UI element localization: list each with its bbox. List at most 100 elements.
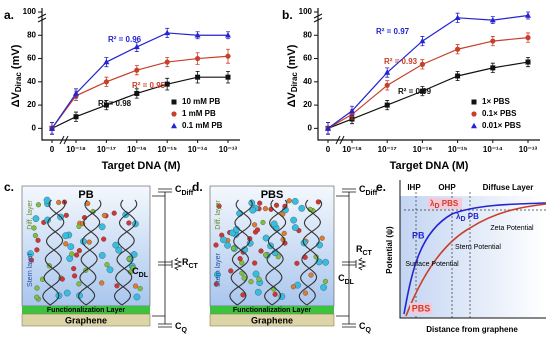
diffuse-layer-label: Diffuse Layer <box>483 183 534 192</box>
legend-marker <box>471 122 477 129</box>
y-tick-label: 100 <box>23 7 37 16</box>
panel-label: e. <box>376 180 386 194</box>
ion <box>130 265 136 271</box>
lambda-pbs: λD PBS <box>430 199 459 210</box>
panel-label: a. <box>4 8 14 22</box>
ion <box>275 254 281 260</box>
ion <box>213 242 219 248</box>
label-box <box>410 303 432 314</box>
annotation: R² = 0.97 <box>376 27 410 36</box>
subscript: Q <box>182 327 188 334</box>
pbs-label: PBS <box>412 303 431 313</box>
ion <box>104 262 110 268</box>
ion <box>322 278 329 284</box>
ion <box>258 248 264 254</box>
x-tick-label: 10⁻¹⁵ <box>157 145 177 154</box>
ion <box>262 206 268 212</box>
ion <box>76 223 82 229</box>
annotation: R² = 0.99 <box>398 87 432 96</box>
marker <box>525 59 531 65</box>
c-diff: CDiff <box>359 184 378 196</box>
subscript: Diff <box>182 190 194 197</box>
marker <box>225 74 231 80</box>
ion <box>252 222 258 228</box>
y-axis-label: ΔVDirac (mV) <box>10 44 23 107</box>
ion <box>254 288 262 296</box>
ion <box>43 196 51 204</box>
marker <box>490 65 496 71</box>
ion <box>272 291 278 297</box>
y-tick-label: 80 <box>303 30 312 39</box>
legend-label: 1 mM PB <box>182 109 216 118</box>
legend-marker <box>171 99 177 105</box>
ion <box>270 220 278 228</box>
ion <box>137 286 143 292</box>
ion <box>273 202 280 208</box>
axes <box>41 8 240 141</box>
subscript: Dirac <box>290 72 299 93</box>
ion <box>98 223 106 231</box>
legend-marker <box>471 111 477 117</box>
dna-strand <box>78 199 102 306</box>
x-tick-label: 10⁻¹⁷ <box>378 145 397 154</box>
legend-label: 0.1 mM PB <box>182 121 223 130</box>
ion <box>224 241 231 249</box>
ion <box>63 241 69 247</box>
ion <box>71 266 77 272</box>
ion <box>76 281 82 287</box>
panel-label: d. <box>192 180 203 194</box>
x-tick-label: 10⁻¹⁷ <box>97 145 116 154</box>
ion <box>249 206 257 214</box>
ion <box>320 284 327 291</box>
subscript: DL <box>139 272 149 279</box>
diff-layer-label: Diff. layer <box>215 200 222 230</box>
x-tick-label: 10⁻¹⁸ <box>342 145 362 154</box>
r-ct: RCT <box>356 244 373 256</box>
dna-strand <box>265 199 287 306</box>
ion <box>111 210 117 216</box>
x-tick-label: 10⁻¹⁶ <box>127 145 147 154</box>
marker <box>49 125 55 131</box>
ion <box>86 239 92 245</box>
dna-strand <box>115 199 137 306</box>
solution-label: PBS <box>261 189 284 201</box>
subscript: Dirac <box>14 72 23 93</box>
c-q: CQ <box>359 321 372 333</box>
x-axis-label: Target DNA (M) <box>102 160 181 172</box>
ion <box>263 252 269 258</box>
ion <box>67 243 75 251</box>
ion <box>281 230 287 236</box>
marker <box>195 55 201 62</box>
dna-strand <box>230 199 252 306</box>
marker <box>419 37 426 44</box>
suffix: PB <box>466 212 480 221</box>
unit: (mV) <box>10 44 22 72</box>
subscript: CT <box>189 263 199 270</box>
marker <box>134 90 140 96</box>
marker <box>103 79 109 85</box>
ion <box>32 233 38 239</box>
circuit <box>152 188 183 328</box>
surface-label: Surface Potential <box>405 261 459 268</box>
ion <box>302 290 309 296</box>
c-q: CQ <box>175 321 188 333</box>
symbol: C <box>359 321 366 331</box>
ion <box>286 198 292 204</box>
suffix: PBS <box>440 199 459 208</box>
marker <box>103 102 109 108</box>
c-dl: CDL <box>338 273 355 285</box>
ion <box>114 283 120 289</box>
ion <box>63 212 69 218</box>
y-tick-label: 40 <box>303 77 312 86</box>
marker <box>73 90 79 96</box>
legend-marker <box>171 122 177 129</box>
subscript: Q <box>366 327 372 334</box>
c-dl: CDL <box>132 266 149 278</box>
x-axis-label: Target DNA (M) <box>390 160 469 172</box>
charts: a. 0 20 40 60 80 100 0 10⁻¹⁸ 10⁻¹⁷ 10⁻¹⁶ 10⁻¹⁵ 10⁻¹⁴… <box>4 7 540 172</box>
ion <box>252 270 260 278</box>
ion <box>98 252 106 259</box>
y-tick-label: 100 <box>299 7 313 16</box>
subscript: Diff <box>366 190 378 197</box>
x-tick-label: 10⁻¹³ <box>519 145 538 154</box>
